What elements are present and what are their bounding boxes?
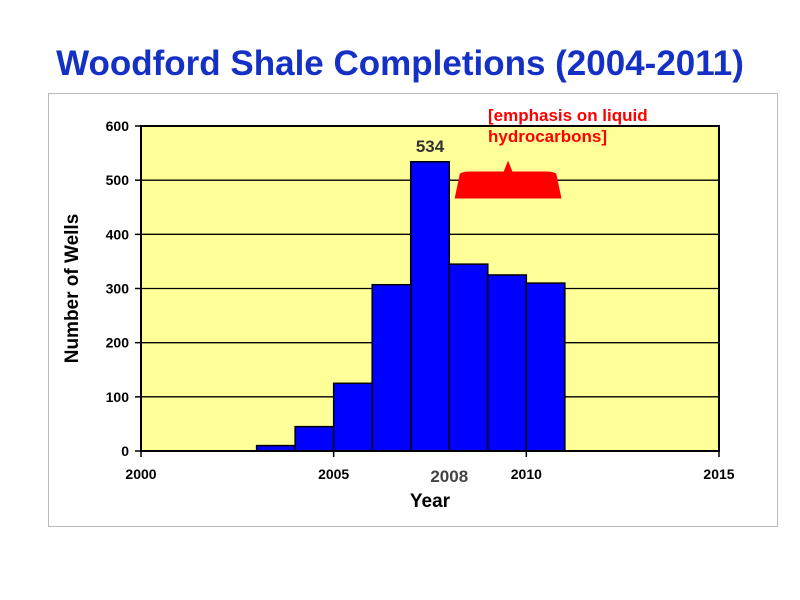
y-tick-label-600: 600 bbox=[106, 118, 130, 134]
y-tick-label-500: 500 bbox=[106, 172, 130, 188]
bar-2009 bbox=[448, 263, 489, 452]
slide-title: Woodford Shale Completions (2004-2011) bbox=[56, 44, 744, 83]
y-axis-title: Number of Wells bbox=[62, 214, 83, 364]
bar-2005 bbox=[294, 425, 335, 452]
y-tick-label-0: 0 bbox=[121, 443, 129, 459]
bar-2006 bbox=[332, 382, 373, 452]
annotation-brace bbox=[454, 160, 562, 199]
bar-2011 bbox=[525, 282, 566, 452]
y-tick-label-400: 400 bbox=[106, 226, 130, 242]
bar-2008 bbox=[409, 161, 451, 452]
x-axis-title: Year bbox=[410, 491, 451, 512]
y-tick-label-300: 300 bbox=[106, 281, 130, 297]
annotation: [emphasis on liquid hydrocarbons] bbox=[454, 106, 648, 199]
x-tick-label-2010: 2010 bbox=[511, 466, 542, 482]
x-tick-label-2005: 2005 bbox=[318, 466, 349, 482]
x-tick-label-2015: 2015 bbox=[703, 466, 734, 482]
bars bbox=[255, 161, 566, 452]
x-axis: 2000 2005 2010 2015 2008 bbox=[125, 451, 735, 486]
chart-frame bbox=[48, 93, 778, 527]
y-tick-label-100: 100 bbox=[106, 389, 130, 405]
annotation-line-2: hydrocarbons] bbox=[488, 127, 607, 146]
data-label-2008: 534 bbox=[416, 137, 445, 156]
x-highlight-label: 2008 bbox=[430, 467, 468, 486]
y-tick-label-200: 200 bbox=[106, 335, 130, 351]
data-labels: 534 bbox=[416, 137, 445, 156]
y-axis: 0 100 200 300 400 500 600 bbox=[106, 118, 141, 459]
bar-2010 bbox=[487, 274, 528, 452]
annotation-line-1: [emphasis on liquid bbox=[488, 106, 648, 125]
x-tick-label-2000: 2000 bbox=[125, 466, 156, 482]
bar-2007 bbox=[371, 283, 412, 452]
